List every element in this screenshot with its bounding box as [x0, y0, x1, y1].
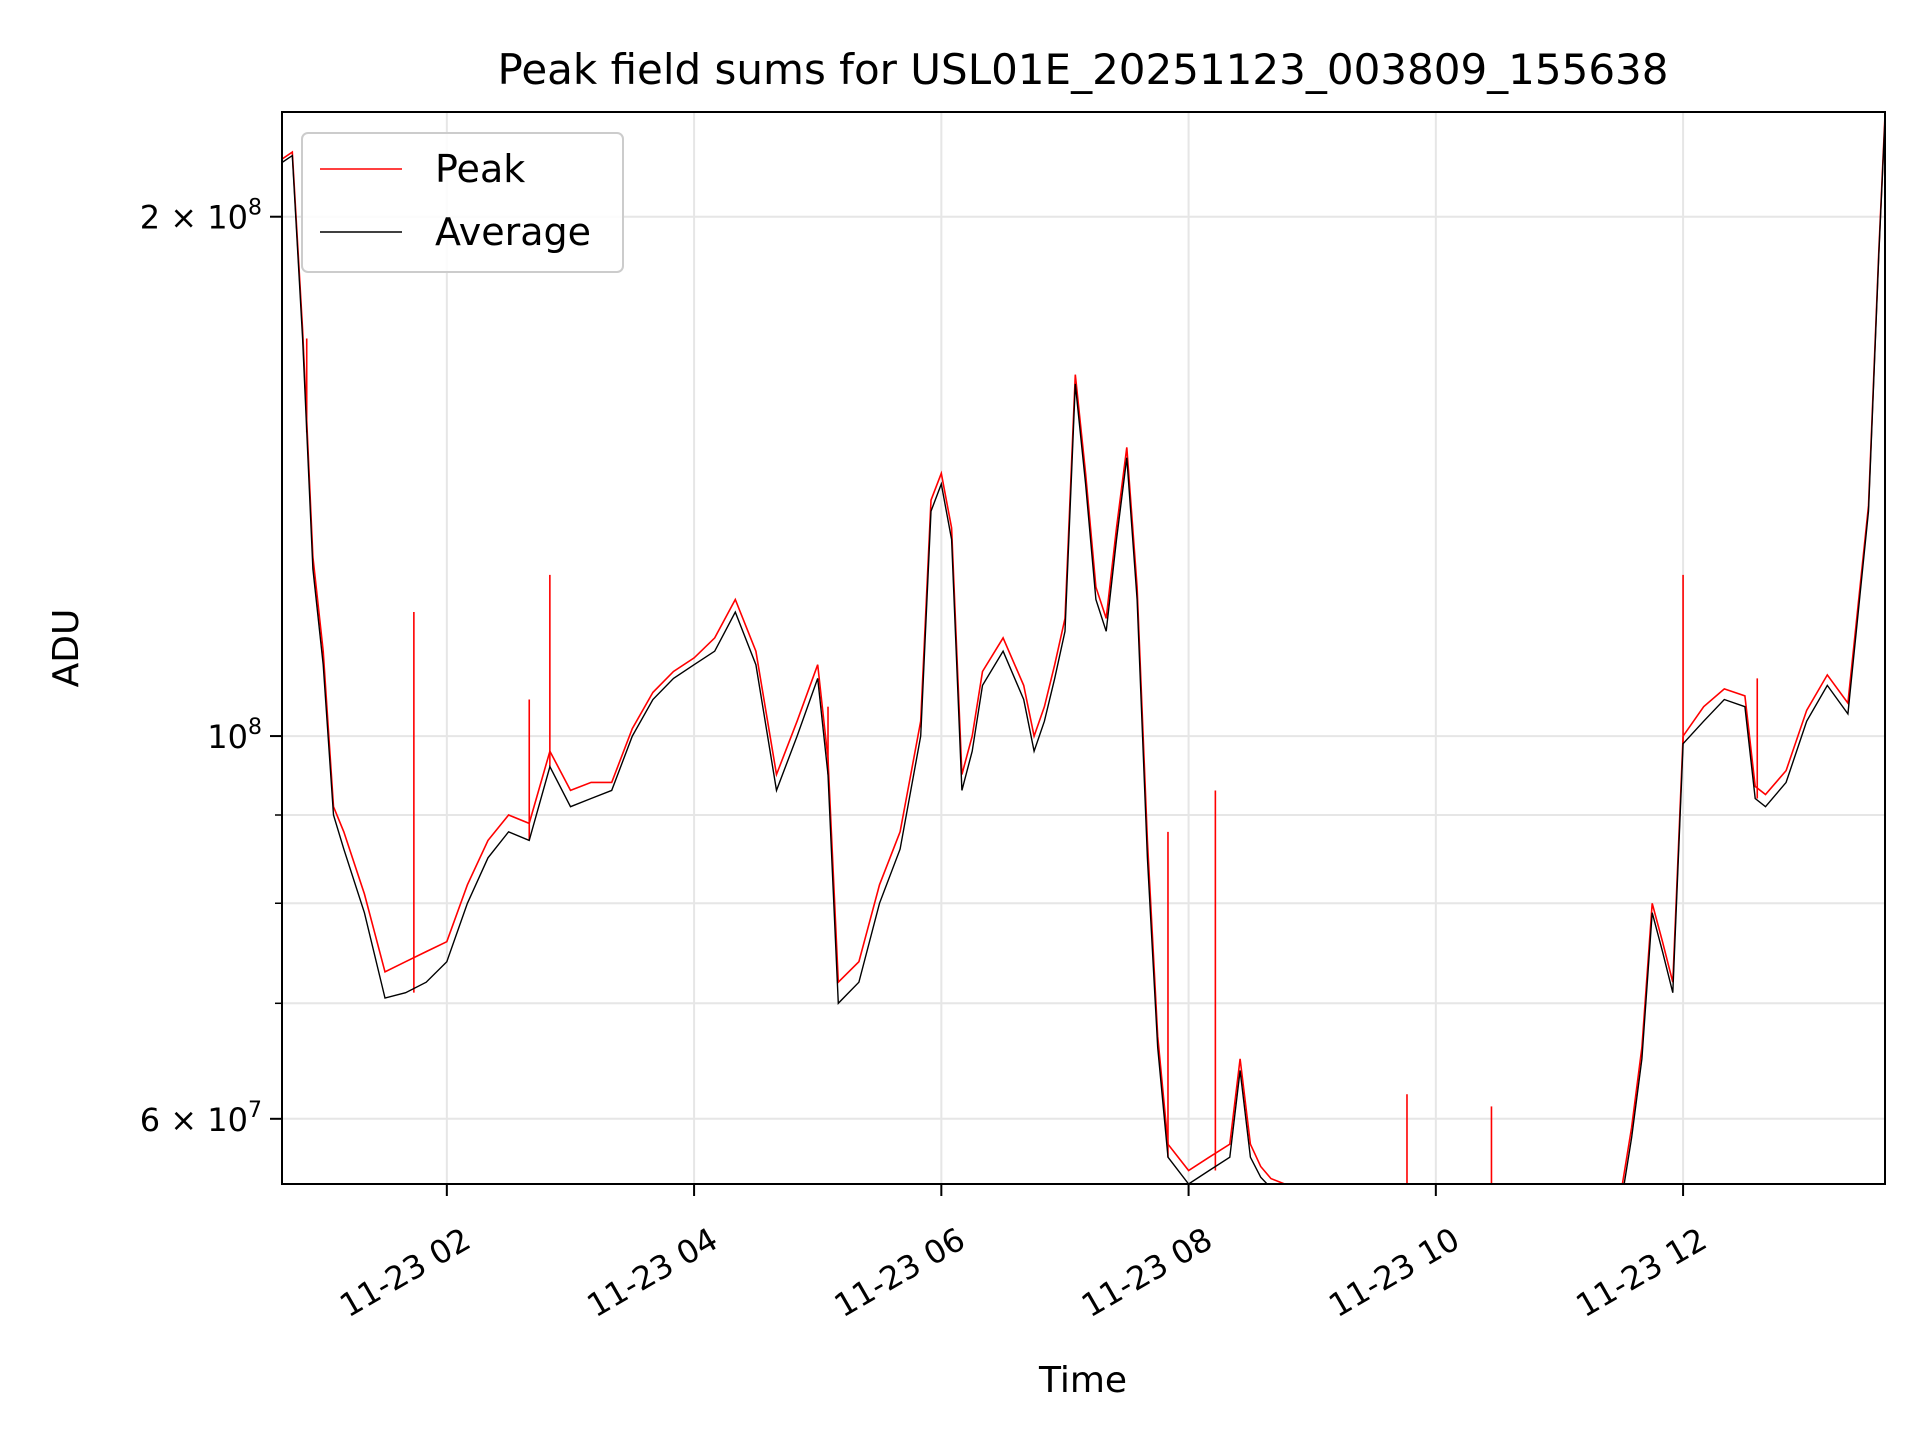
chart-title: Peak field sums for USL01E_20251123_0038…: [497, 45, 1668, 94]
y-axis: 6 × 107 108 2 × 108: [140, 196, 282, 1139]
series-average-line: [282, 118, 1885, 1184]
legend-box: [301, 132, 624, 273]
series-group: [282, 115, 1885, 1184]
legend: Peak Average: [301, 132, 624, 273]
legend-average-label: Average: [435, 210, 591, 254]
y-tick-label: 108: [207, 715, 262, 756]
series-layer: [282, 115, 1885, 1184]
plot-frame: [281, 111, 1886, 1185]
y-tick-label: 6 × 107: [140, 1098, 262, 1139]
series-peak-line: [282, 115, 1885, 1184]
y-axis-label: ADU: [46, 609, 87, 688]
y-tick-label: 2 × 108: [140, 196, 262, 237]
x-axis-label: Time: [1038, 1360, 1127, 1401]
legend-peak-label: Peak: [435, 147, 525, 191]
